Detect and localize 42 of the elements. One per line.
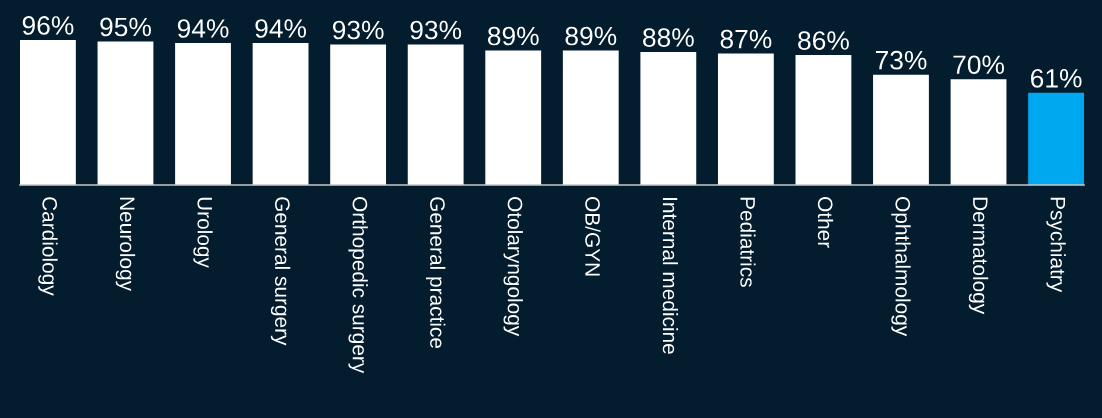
bar [175,43,231,185]
data-label: 86% [798,31,849,50]
x-tick-label: Psychiatry [1046,197,1066,293]
bar [562,50,619,185]
bar [485,50,542,185]
x-tick-label: General surgery [270,197,291,346]
x-tick-label: OB/GYN [585,197,601,276]
bar [20,40,76,185]
data-label: 93% [332,20,384,40]
x-tick-label: Neurology [115,197,136,292]
data-label: 89% [487,26,539,46]
bar [717,53,774,185]
data-label: 70% [953,55,1004,75]
x-tick-label: Ophthalmology [891,197,911,337]
bar [97,41,154,185]
data-label: 89% [565,26,617,46]
x-tick-label: Urology [193,197,213,268]
bar [330,44,387,185]
bar [640,52,697,185]
bar [795,55,852,185]
x-tick-label: Otolaryngology [503,197,523,337]
data-label: 96% [22,16,74,35]
x-tick-label: Internal medicine [662,198,679,354]
bar [873,74,929,185]
data-label: 61% [1031,68,1082,88]
data-label: 73% [875,50,927,70]
x-tick-label: Other [817,197,834,248]
data-label: 87% [720,29,772,49]
data-label: 88% [643,28,694,47]
bar [950,79,1007,185]
bar [407,44,464,185]
bar [252,43,309,185]
data-label: 94% [255,19,307,38]
x-tick-label: Orthopedic surgery [348,197,368,374]
x-tick-label: Cardiology [38,197,58,296]
x-tick-label: Pediatrics [740,197,756,287]
x-tick-label: General practice [425,197,446,349]
bar [1028,92,1084,185]
x-tick-label: Dermatology [968,197,989,315]
data-label: 95% [100,17,151,37]
data-label: 94% [177,19,229,38]
data-label: 93% [410,20,462,40]
